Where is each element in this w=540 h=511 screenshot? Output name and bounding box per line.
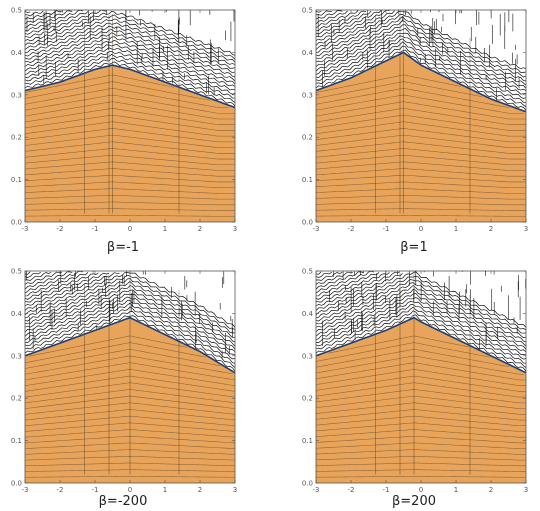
x-tick-label: -2: [348, 225, 355, 233]
y-tick-label: 0.4: [11, 49, 23, 57]
x-tick-label: 2: [489, 225, 493, 233]
contour-lines-upper: [24, 9, 236, 107]
contour-ragged-strokes: [317, 10, 520, 101]
x-tick-label: 3: [233, 225, 237, 233]
x-tick-label: 0: [419, 486, 423, 494]
caption-beta-minus-200: β=-200: [98, 494, 148, 509]
contour-plot: -3 -2 -1 0 1 2 3 0.0 0.1 0.2 0.3 0.4 0.5: [11, 7, 237, 234]
boundary-line: [315, 51, 527, 113]
y-tick-label: 0.1: [11, 437, 22, 445]
orange-region: [316, 317, 526, 483]
x-tick-label: 3: [524, 486, 528, 494]
x-tick-label: -1: [383, 486, 390, 494]
y-tick-label: 0.2: [11, 395, 22, 403]
x-tick-label: 3: [524, 225, 528, 233]
contour-panel-bottom-right: -3 -2 -1 0 1 2 3 0.0 0.1 0.2 0.3 0.4 0.5: [296, 266, 532, 503]
y-tick-label: 0.4: [302, 310, 314, 318]
x-tick-label: 1: [163, 486, 167, 494]
y-tick-label: 0.3: [302, 352, 313, 360]
y-tick-label: 0.4: [302, 49, 314, 57]
contour-ragged-strokes: [24, 271, 233, 360]
boundary-line: [24, 316, 236, 374]
y-tick-label: 0.0: [11, 219, 22, 227]
x-tick-label: 1: [163, 225, 167, 233]
x-tick-label: -3: [22, 486, 29, 494]
x-tick-label: 3: [233, 486, 237, 494]
contour-vertical-streaks: [375, 10, 471, 214]
caption-beta-200: β=200: [391, 494, 436, 509]
y-tick-label: 0.0: [11, 480, 22, 488]
y-tick-label: 0.0: [302, 219, 313, 227]
x-tick-label: 2: [198, 225, 202, 233]
x-tick-label: 2: [489, 486, 493, 494]
y-tick-label: 0.5: [302, 268, 313, 276]
y-tick-label: 0.1: [11, 176, 22, 184]
x-tick-label: -2: [57, 225, 64, 233]
contour-panel-top-right: -3 -2 -1 0 1 2 3 0.0 0.1 0.2 0.3 0.4 0.5: [296, 5, 532, 242]
y-tick-label: 0.5: [11, 7, 22, 15]
y-tick-label: 0.3: [302, 91, 313, 99]
caption-beta-minus-1: β=-1: [106, 240, 140, 255]
contour-ragged-strokes: [26, 10, 235, 96]
contour-vertical-streaks: [375, 271, 471, 475]
boundary-line: [315, 316, 527, 374]
x-tick-label: -2: [57, 486, 64, 494]
y-tick-label: 0.1: [302, 176, 313, 184]
x-tick-label: -2: [348, 486, 355, 494]
contour-plot: -3 -2 -1 0 1 2 3 0.0 0.1 0.2 0.3 0.4 0.5: [11, 268, 237, 495]
y-tick-label: 0.5: [302, 7, 313, 15]
x-tick-label: -1: [383, 225, 390, 233]
contour-plot: -3 -2 -1 0 1 2 3 0.0 0.1 0.2 0.3 0.4 0.5: [302, 7, 528, 234]
contour-lines-upper: [315, 9, 527, 111]
contour-lines-filled: [315, 335, 526, 478]
y-tick-label: 0.2: [302, 395, 313, 403]
x-tick-label: -3: [22, 225, 29, 233]
x-tick-label: 0: [128, 486, 132, 494]
contour-vertical-streaks: [84, 14, 180, 214]
y-tick-label: 0.3: [11, 352, 22, 360]
contour-plot: -3 -2 -1 0 1 2 3 0.0 0.1 0.2 0.3 0.4 0.5: [302, 268, 528, 495]
contour-vertical-streaks: [84, 271, 180, 475]
contour-panel-top-left: -3 -2 -1 0 1 2 3 0.0 0.1 0.2 0.3 0.4 0.5: [5, 5, 241, 242]
y-tick-label: 0.4: [11, 310, 23, 318]
x-tick-label: -3: [313, 225, 320, 233]
caption-beta-1: β=1: [400, 240, 428, 255]
x-tick-label: 0: [128, 225, 132, 233]
contour-lines-filled: [24, 74, 235, 217]
boundary-line: [24, 64, 236, 109]
y-tick-label: 0.5: [11, 268, 22, 276]
y-tick-label: 0.2: [11, 134, 22, 142]
x-tick-label: 0: [419, 225, 423, 233]
y-tick-label: 0.2: [302, 134, 313, 142]
x-tick-label: 2: [198, 486, 202, 494]
contour-lines-filled: [315, 74, 526, 217]
y-tick-label: 0.0: [302, 480, 313, 488]
x-tick-label: -1: [92, 225, 99, 233]
contour-panel-bottom-left: -3 -2 -1 0 1 2 3 0.0 0.1 0.2 0.3 0.4 0.5: [5, 266, 241, 503]
y-tick-label: 0.3: [11, 91, 22, 99]
x-tick-label: 1: [454, 486, 458, 494]
y-tick-label: 0.1: [302, 437, 313, 445]
contour-lines-upper: [24, 270, 236, 372]
x-tick-label: -1: [92, 486, 99, 494]
x-tick-label: -3: [313, 486, 320, 494]
x-tick-label: 1: [454, 225, 458, 233]
